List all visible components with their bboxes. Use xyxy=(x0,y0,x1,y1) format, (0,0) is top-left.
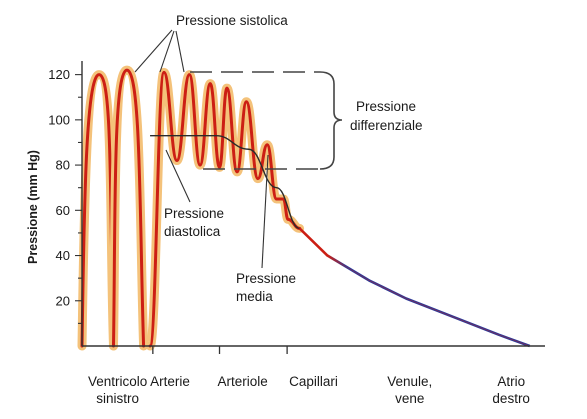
y-axis-label: Pressione (mm Hg) xyxy=(26,150,40,264)
pointer-diastolic xyxy=(165,149,191,203)
x-category-label: Capillari xyxy=(289,374,338,389)
annotation-mean-line1: Pressione xyxy=(236,271,296,286)
annotations: Pressione (mm Hg) Pressione sistolica Pr… xyxy=(26,13,423,304)
annotation-systolic: Pressione sistolica xyxy=(176,13,288,28)
x-category-label-line2: sinistro xyxy=(96,391,139,406)
curve-layer xyxy=(77,65,531,351)
pointer-systolic-2 xyxy=(159,30,175,73)
x-category-label-line2: destro xyxy=(492,391,530,406)
pointer-systolic-1 xyxy=(134,29,173,73)
venous-pressure-line xyxy=(298,227,531,348)
y-tick-label: 120 xyxy=(48,67,70,82)
arterial-pressure-curve xyxy=(148,70,302,348)
x-category-label: Atrio xyxy=(497,374,525,389)
annotation-differential-line2: differenziale xyxy=(350,118,423,133)
y-tick-label: 40 xyxy=(56,248,70,263)
y-tick-label: 100 xyxy=(48,112,70,127)
mean-pressure-line xyxy=(150,134,300,230)
x-category-label: Ventricolo xyxy=(88,374,147,389)
annotation-diastolic-line1: Pressione xyxy=(164,206,224,221)
x-category-label: Arteriole xyxy=(218,374,268,389)
annotation-differential-line1: Pressione xyxy=(356,99,416,114)
y-tick-label: 20 xyxy=(56,293,70,308)
differential-brace xyxy=(319,71,343,170)
y-tick-label: 80 xyxy=(56,158,70,173)
x-category-label: Arterie xyxy=(150,374,190,389)
venous-pressure-highlight xyxy=(299,228,530,347)
pointer-mean xyxy=(261,154,269,269)
annotation-diastolic-line2: diastolica xyxy=(164,224,221,239)
axes: 20 40 60 80 100 120 Ventricolo sinistro Arterie A… xyxy=(48,61,545,406)
y-tick-label: 60 xyxy=(56,203,70,218)
annotation-mean-line2: media xyxy=(236,289,273,304)
ventricle-cycle-2 xyxy=(111,68,146,348)
x-category-label: Venule, xyxy=(387,374,432,389)
pointer-systolic-3 xyxy=(175,30,185,73)
x-category-label-line2: vene xyxy=(395,391,424,406)
